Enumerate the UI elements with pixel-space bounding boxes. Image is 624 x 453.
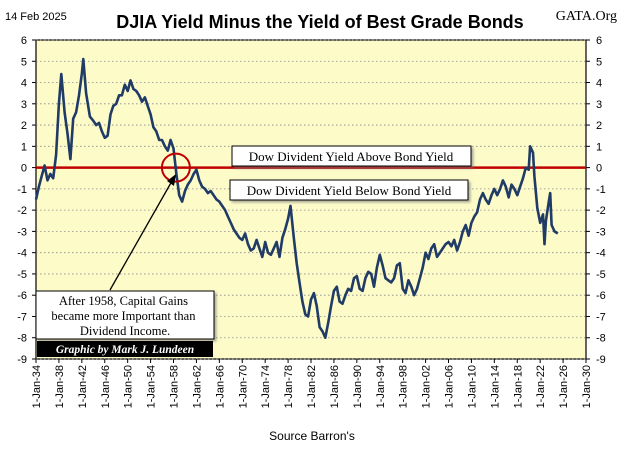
x-tick-label: 1-Jan-74 [260, 365, 272, 408]
credit-badge [37, 341, 213, 357]
x-tick-label: 1-Jan-62 [191, 365, 203, 408]
y-tick-label: 1 [21, 141, 27, 153]
x-tick-label: 1-Jan-42 [77, 365, 89, 408]
annotation-arrow [109, 180, 173, 291]
y-tick-label: -1 [17, 184, 27, 196]
x-tick-label: 1-Jan-02 [421, 365, 433, 408]
y-tick-label: -8 [17, 333, 27, 345]
y-tick-label: -6 [17, 290, 27, 302]
y-tick-label: -7 [596, 311, 606, 323]
x-tick-label: 1-Jan-94 [375, 365, 387, 408]
x-tick-label: 1-Jan-78 [283, 365, 295, 408]
x-tick-label: 1-Jan-06 [444, 365, 456, 408]
x-tick-label: 1-Jan-50 [123, 365, 135, 408]
y-tick-label: -9 [596, 354, 606, 366]
x-tick-label: 1-Jan-70 [237, 365, 249, 408]
source-label: Source Barron's [269, 429, 355, 443]
x-tick-label: 1-Jan-34 [31, 365, 43, 408]
annotation-above [231, 145, 472, 167]
y-tick-label: -4 [596, 248, 606, 260]
x-tick-label: 1-Jan-22 [535, 365, 547, 408]
y-tick-label: 6 [21, 35, 27, 47]
annotation-above-text: Dow Divident Yield Above Bond Yield [249, 149, 454, 164]
x-tick-label: 1-Jan-82 [306, 365, 318, 408]
y-tick-label: -1 [596, 184, 606, 196]
y-tick-label: 4 [596, 78, 602, 90]
x-tick-label: 1-Jan-98 [398, 365, 410, 408]
y-tick-label: 5 [596, 56, 602, 68]
y-tick-label: 5 [21, 56, 27, 68]
x-tick-label: 1-Jan-26 [558, 365, 570, 408]
y-axis-right: 6 5 4 3 2 1 0 -1 -2 -3 -4 -5 -6 -7 -8 -9 [586, 35, 606, 366]
x-tick-label: 1-Jan-14 [489, 365, 501, 408]
credit-text: Graphic by Mark J. Lundeen [56, 344, 194, 356]
y-tick-label: 6 [596, 35, 602, 47]
x-tick-label: 1-Jan-66 [214, 365, 226, 408]
y-tick-label: 2 [21, 120, 27, 132]
x-tick-label: 1-Jan-46 [100, 365, 112, 408]
y-tick-label: -5 [596, 269, 606, 281]
y-tick-label: 0 [596, 163, 602, 175]
x-tick-label: 1-Jan-86 [329, 365, 341, 408]
annotation-capital-gains-text: After 1958, Capital Gains became more Im… [51, 294, 198, 338]
y-tick-label: 2 [596, 120, 602, 132]
y-tick-label: -2 [17, 205, 27, 217]
chart-title: DJIA Yield Minus the Yield of Best Grade… [116, 12, 523, 32]
y-tick-label: -2 [596, 205, 606, 217]
x-tick-label: 1-Jan-90 [352, 365, 364, 408]
annotation-capital-gains [35, 290, 215, 340]
y-tick-label: -3 [596, 226, 606, 238]
y-tick-label: -4 [17, 248, 27, 260]
x-tick-label: 1-Jan-10 [466, 365, 478, 408]
x-tick-label: 1-Jan-58 [169, 365, 181, 408]
annotation-arrowhead [167, 174, 176, 186]
x-tick-label: 1-Jan-38 [54, 365, 66, 408]
x-tick-label: 1-Jan-18 [512, 365, 524, 408]
y-tick-label: 3 [596, 99, 602, 111]
y-tick-label: 4 [21, 78, 27, 90]
series-line-djia-minus-bond-yield [34, 57, 559, 340]
y-tick-label: -3 [17, 226, 27, 238]
y-tick-label: -6 [596, 290, 606, 302]
x-axis: 1-Jan-34 1-Jan-38 1-Jan-42 1-Jan-46 1-Jan-50… [31, 359, 593, 408]
annotation-below [229, 179, 469, 201]
y-tick-label: -8 [596, 333, 606, 345]
circle-marker-1958 [160, 152, 191, 183]
y-tick-label: -7 [17, 311, 27, 323]
y-tick-label: 0 [21, 163, 27, 175]
y-tick-label: -9 [17, 354, 27, 366]
y-tick-label: -5 [17, 269, 27, 281]
y-tick-label: 3 [21, 99, 27, 111]
y-axis-left: 6 5 4 3 2 1 0 -1 -2 -3 -4 -5 -6 -7 -8 -9 [17, 35, 36, 366]
y-tick-label: 1 [596, 141, 602, 153]
x-tick-label: 1-Jan-54 [146, 365, 158, 408]
brand-label: GATA.Org [556, 9, 617, 24]
annotation-below-text: Dow Divident Yield Below Bond Yield [247, 183, 452, 198]
x-tick-label: 1-Jan-30 [581, 365, 593, 408]
date-label: 14 Feb 2025 [5, 11, 67, 23]
